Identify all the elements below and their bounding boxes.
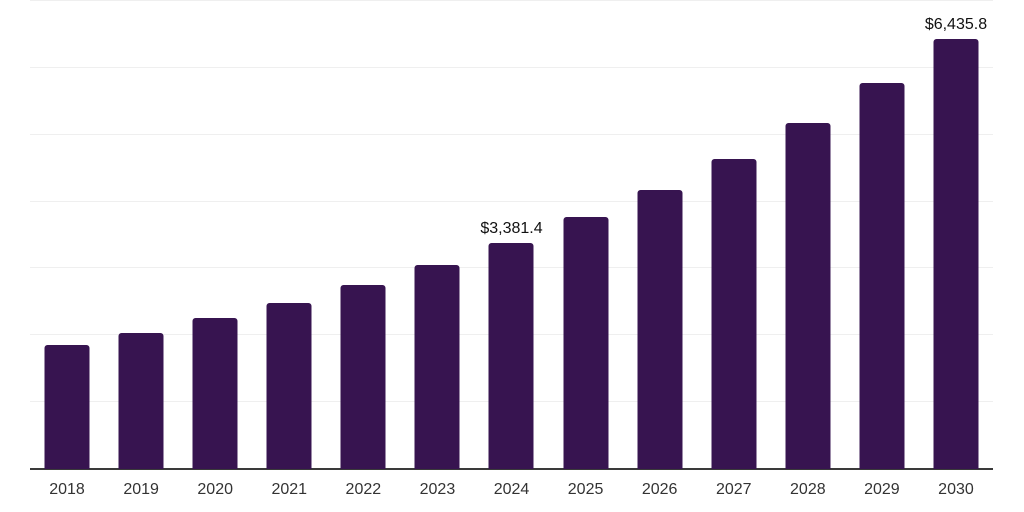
gridline-5000 [30,133,993,135]
bar-2024 [488,242,534,469]
x-axis-line [30,468,993,470]
bar-slot-2027 [697,1,771,469]
value-label-2030: $6,435.8 [924,15,988,33]
bar-2025 [563,216,609,469]
bar-2029 [859,82,905,469]
x-axis-label-2029: 2029 [864,481,900,498]
bar-2030 [933,38,979,469]
bar-2023 [414,265,460,469]
x-axis-label-2023: 2023 [419,481,456,498]
value-label-2024: $3,381.4 [480,219,543,237]
x-axis-label-2030: 2030 [938,481,974,498]
bar-2021 [266,302,312,469]
bar-slot-2019 [104,1,178,469]
x-axis-labels: 2018 2019 2020 2021 2022 2023 2024 2025 2026 2027… [30,479,993,501]
x-axis-label-2026: 2026 [641,481,678,498]
x-axis-label-2018: 2018 [49,481,85,498]
bar-2028 [785,122,831,469]
bar-2022 [340,285,386,469]
bar-slot-2026 [623,1,697,469]
bar-2026 [637,190,683,469]
bar-slot-2020 [178,1,252,469]
gridline-6000 [30,66,993,68]
bar-slot-2024: $3,381.4 [474,1,548,469]
bar-slot-2023 [400,1,474,469]
bar-2020 [192,317,238,469]
bar-slot-2021 [252,1,326,469]
bar-2019 [118,332,164,469]
bar-slot-2022 [326,1,400,469]
x-axis-label-2025: 2025 [567,481,604,498]
bar-slot-2028 [771,1,845,469]
bar-2018 [44,344,90,469]
x-axis-label-2028: 2028 [790,481,826,498]
bar-slot-2029 [845,1,919,469]
x-axis-label-2024: 2024 [493,481,530,498]
x-axis-label-2022: 2022 [345,481,382,498]
bar-2027 [711,158,757,469]
x-axis-label-2019: 2019 [123,481,159,498]
x-axis-label-2027: 2027 [715,481,752,498]
gridline-4000 [30,200,993,202]
bar-slot-2030: $6,435.8 [919,1,993,469]
gridline-7000 [30,0,993,1]
bar-slot-2025 [549,1,623,469]
plot-area: $3,381.4 $6,435.8 [30,0,993,470]
x-axis-label-2021: 2021 [271,481,308,498]
bar-slot-2018 [30,1,104,469]
x-axis-label-2020: 2020 [197,481,233,498]
